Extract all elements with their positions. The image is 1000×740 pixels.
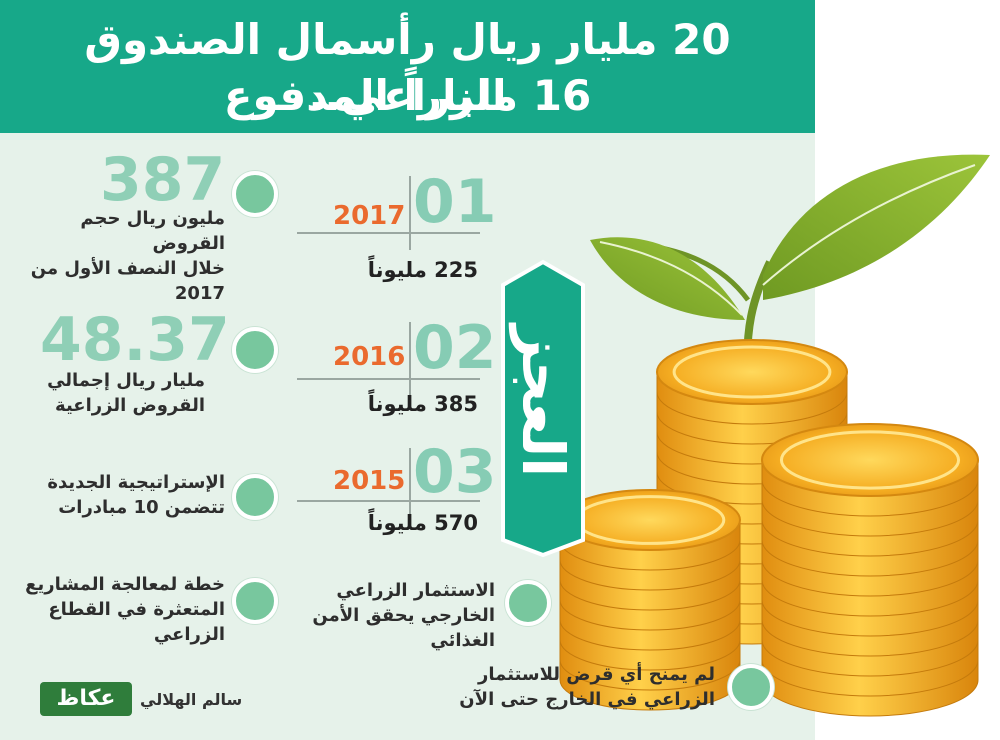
title-banner: 20 مليار ريال رأسمال الصندوق الزراعي.. 1… bbox=[0, 0, 815, 133]
plant-icon bbox=[590, 154, 990, 379]
deficit-index-03: 03 bbox=[413, 437, 497, 507]
deficit-index-01: 01 bbox=[413, 167, 497, 237]
divider bbox=[297, 378, 480, 380]
stat-desc-plan: خطة لمعالجة المشاريع المتعثرة في القطاع … bbox=[25, 574, 225, 645]
stat-desc-strategy: الإستراتيجية الجديدة تتضمن 10 مبادرات bbox=[47, 472, 225, 518]
author-credit: سالم الهلالي bbox=[140, 690, 243, 709]
stat-number-total-loans: 48.37 bbox=[40, 305, 230, 375]
deficit-amount-2015: 570 مليوناً bbox=[367, 511, 478, 535]
coin-stack-left bbox=[559, 489, 741, 711]
deficit-year-2015: 2015 bbox=[333, 466, 406, 496]
deficit-amount-2017: 225 مليوناً bbox=[367, 258, 478, 282]
bullet-icon bbox=[232, 474, 278, 520]
deficit-year-2017: 2017 bbox=[333, 201, 406, 231]
deficit-amount-2016: 385 مليوناً bbox=[367, 392, 478, 416]
note-external-investment: الاستثمار الزراعي الخارجي يحقق الأمن الغ… bbox=[312, 580, 495, 651]
stat-desc-loans-h1: مليون ريال حجم القروض خلال النصف الأول م… bbox=[30, 208, 225, 304]
bullet-icon bbox=[232, 327, 278, 373]
title-line-2: 16 ملياراً المدفوع bbox=[223, 71, 592, 120]
deficit-year-2016: 2016 bbox=[333, 342, 406, 372]
coin-top bbox=[761, 423, 979, 497]
divider bbox=[409, 322, 411, 396]
bullet-icon bbox=[232, 171, 278, 217]
coin-top bbox=[559, 489, 741, 551]
stat-number-loans-h1: 387 bbox=[100, 145, 226, 215]
okaz-logo: عكاظ bbox=[40, 682, 132, 716]
stat-desc-total-loans: مليار ريال إجمالي القروض الزراعية bbox=[47, 370, 205, 416]
divider bbox=[409, 176, 411, 250]
deficit-index-02: 02 bbox=[413, 313, 497, 383]
note-no-loan: لم يمنح أي قرض للاستثمار الزراعي في الخا… bbox=[459, 664, 715, 710]
bullet-icon bbox=[505, 580, 551, 626]
deficit-arrow-shape bbox=[501, 259, 585, 558]
divider bbox=[297, 232, 480, 234]
deficit-label: العجز bbox=[509, 324, 577, 478]
coin-stack-right bbox=[761, 423, 979, 717]
divider bbox=[297, 500, 480, 502]
title-line-1: 20 مليار ريال رأسمال الصندوق الزراعي.. bbox=[84, 15, 731, 120]
coin-rim bbox=[672, 345, 832, 399]
coin-top bbox=[656, 339, 848, 405]
bullet-icon bbox=[728, 664, 774, 710]
divider bbox=[409, 448, 411, 522]
coin-rim bbox=[779, 430, 961, 490]
bullet-icon bbox=[232, 578, 278, 624]
